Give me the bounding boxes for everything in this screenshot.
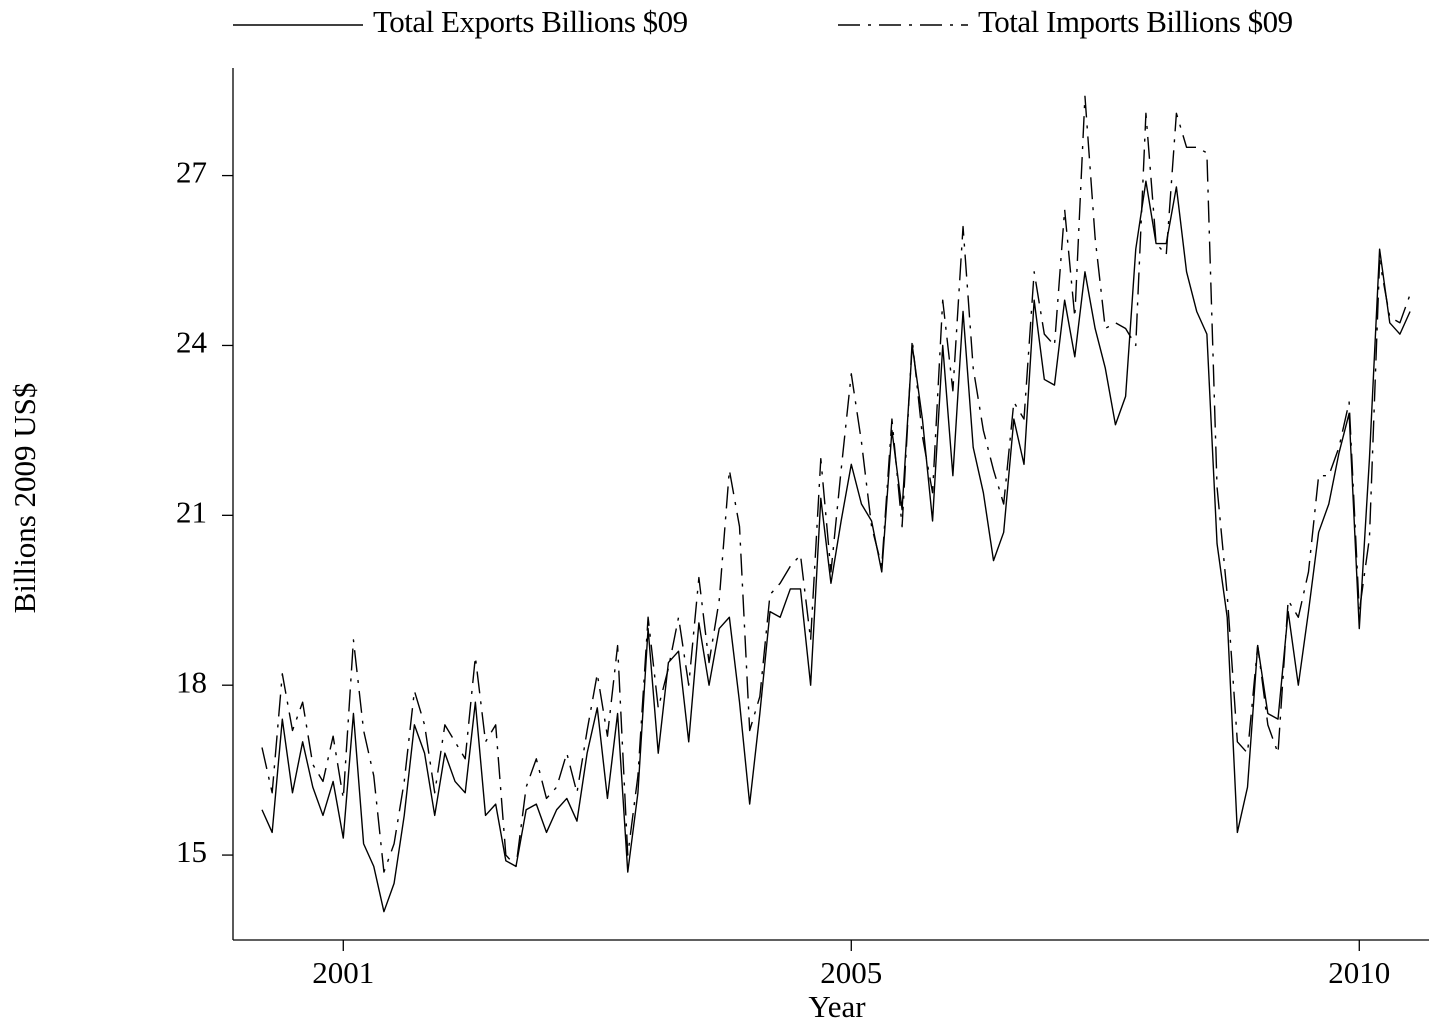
series-line: [261, 95, 1411, 873]
y-tick-label: 21: [176, 494, 207, 529]
y-tick-label: 15: [176, 834, 207, 869]
y-tick-label: 27: [176, 155, 207, 190]
y-tick-label: 18: [176, 664, 207, 699]
legend-label: Total Imports Billions $09: [978, 4, 1293, 39]
legend-label: Total Exports Billions $09: [373, 4, 688, 39]
y-tick-label: 24: [176, 325, 208, 360]
x-axis-label: Year: [808, 989, 866, 1024]
series-line: [261, 180, 1411, 913]
x-tick-label: 2001: [312, 955, 374, 990]
x-tick-label: 2005: [820, 955, 882, 990]
y-axis-label: Billions 2009 US$: [7, 383, 42, 614]
x-tick-label: 2010: [1328, 955, 1390, 990]
